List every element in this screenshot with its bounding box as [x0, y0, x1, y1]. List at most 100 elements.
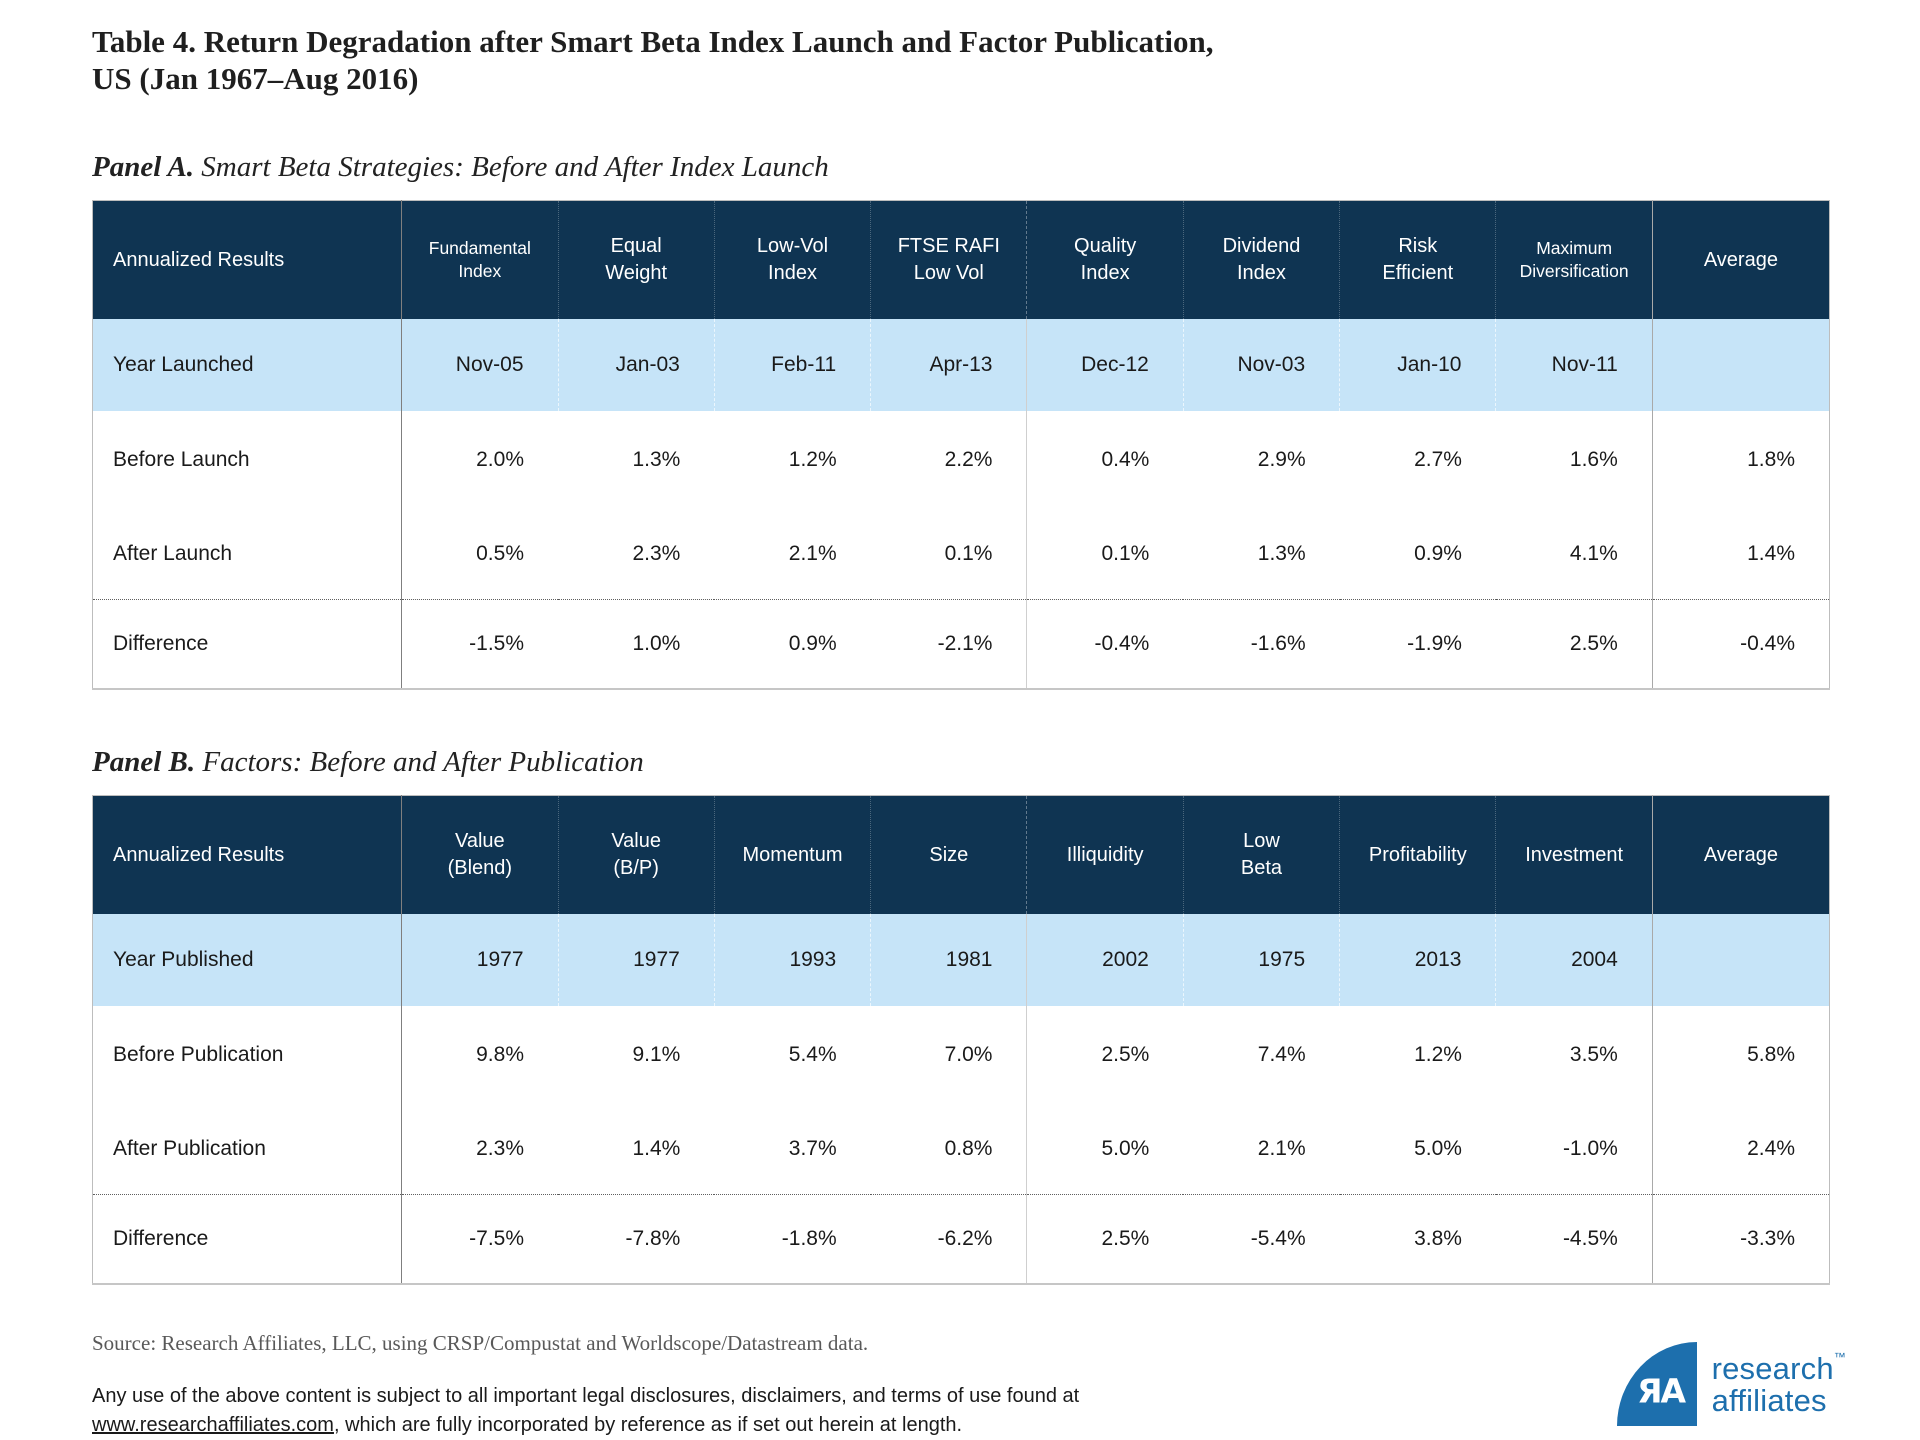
value-cell: -1.9%: [1339, 599, 1496, 690]
column-header: Equal Weight: [557, 200, 715, 320]
value-cell: -0.4%: [1651, 599, 1830, 690]
value-cell: 3.7%: [788, 1137, 837, 1161]
legal-text-before: Any use of the above content is subject …: [92, 1385, 1080, 1408]
value-cell: 2.4%: [1651, 1104, 1830, 1195]
value-cell: 0.1%: [944, 542, 993, 566]
column-header: Annualized Results: [92, 200, 402, 320]
panel-a-table: Annualized Results Fundamental Index Equal…: [92, 200, 1830, 691]
column-header: Risk Efficient: [1339, 200, 1496, 320]
value-cell: -2.1%: [870, 599, 1027, 690]
column-header: Average: [1651, 200, 1830, 320]
panel-b-heading: Panel B. Factors: Before and After Publi…: [92, 746, 1830, 779]
value-cell: 5.0%: [1414, 1137, 1462, 1161]
value-cell: 1993: [713, 914, 871, 1007]
column-header: Value (B/P): [557, 795, 715, 915]
legal-disclaimer: Any use of the above content is subject …: [92, 1382, 1222, 1439]
table-row: After Publication 2.3% 1.4% 3.7% 0.8% 5.0% 2.1…: [93, 1104, 1830, 1195]
value-cell: 1977: [401, 914, 558, 1007]
value-cell: -4.5%: [1495, 1194, 1653, 1285]
value-cell: -7.8%: [558, 1194, 715, 1285]
row-label-cell: After Launch: [113, 542, 233, 566]
column-header: Size: [870, 795, 1027, 915]
logo-word-affiliates: affiliates: [1711, 1383, 1827, 1418]
value-cell: -1.6%: [1183, 599, 1340, 690]
column-header: Investment: [1495, 795, 1653, 915]
column-header: FTSE RAFI Low Vol: [870, 200, 1027, 320]
value-cell: 5.0%: [1026, 1104, 1184, 1195]
value-cell: Jan-03: [557, 319, 715, 412]
value-cell: 7.4%: [1257, 1043, 1306, 1067]
row-label-cell: Before Publication: [113, 1043, 284, 1067]
table-row: Difference -1.5% 1.0% 0.9% -2.1% -0.4% -1.6% -1…: [92, 599, 1830, 690]
row-label-cell: Year Launched: [92, 319, 402, 412]
value-cell: -1.5%: [401, 599, 558, 690]
value-cell: 1975: [1182, 914, 1340, 1007]
value-cell: 0.8%: [944, 1137, 993, 1161]
value-cell: -0.4%: [1026, 599, 1184, 690]
value-cell: 2.5%: [1026, 1006, 1184, 1105]
column-header: Momentum: [713, 795, 871, 915]
value-cell: 0.4%: [1026, 411, 1184, 510]
value-cell: 1.2%: [1414, 1043, 1462, 1067]
row-label-cell: Before Launch: [113, 448, 250, 472]
value-cell: Nov-03: [1182, 319, 1340, 412]
value-cell: 1.2%: [788, 448, 837, 472]
research-affiliates-logo: ЯA research™ affiliates: [1616, 1342, 1846, 1426]
value-cell: 1.6%: [1569, 448, 1618, 472]
value-cell: 1.3%: [1257, 542, 1306, 566]
value-cell: -1.8%: [714, 1194, 871, 1285]
value-cell: 5.8%: [1651, 1006, 1830, 1105]
value-cell: 1.4%: [1651, 509, 1830, 600]
table-row: Before Publication 9.8% 9.1% 5.4% 7.0% 2.5% 7.…: [93, 1006, 1830, 1105]
legal-text-after: , which are fully incorporated by refere…: [333, 1413, 963, 1436]
value-cell: 2.2%: [944, 448, 993, 472]
value-cell: 9.1%: [632, 1043, 681, 1067]
value-cell: 1.3%: [632, 448, 681, 472]
column-header: Average: [1651, 795, 1830, 915]
value-cell: 2.7%: [1414, 448, 1462, 472]
column-header: Quality Index: [1026, 200, 1184, 320]
value-cell: Nov-05: [401, 319, 558, 412]
source-note: Source: Research Affiliates, LLC, using …: [92, 1331, 869, 1356]
value-cell: 1977: [557, 914, 715, 1007]
value-cell: 2.0%: [401, 411, 558, 510]
value-cell: 0.9%: [714, 599, 871, 690]
value-cell: Apr-13: [870, 319, 1027, 412]
value-cell: 0.5%: [401, 509, 558, 600]
value-cell: 1981: [870, 914, 1027, 1007]
table-row: Year Published 1977 1977 1993 1981 2002 1975 20…: [92, 914, 1830, 1007]
value-cell: Dec-12: [1026, 319, 1184, 412]
panel-b-table: Annualized Results Value (Blend) Value (B/…: [92, 795, 1830, 1286]
ra-quarter-circle-icon: ЯA: [1616, 1342, 1697, 1426]
panel-a-label: Panel A.: [92, 151, 195, 184]
value-cell: 4.1%: [1569, 542, 1618, 566]
column-header: Dividend Index: [1182, 200, 1340, 320]
column-header: Maximum Diversification: [1495, 200, 1653, 320]
column-header: Low-Vol Index: [713, 200, 871, 320]
value-cell: 1.0%: [558, 599, 715, 690]
trademark-symbol: ™: [1833, 1350, 1846, 1365]
panel-a-heading: Panel A. Smart Beta Strategies: Before a…: [92, 151, 1830, 184]
value-cell: 2.5%: [1026, 1194, 1184, 1285]
value-cell: 7.0%: [944, 1043, 993, 1067]
value-cell: 1.4%: [632, 1137, 681, 1161]
value-cell: [1651, 319, 1830, 412]
value-cell: 2004: [1495, 914, 1653, 1007]
value-cell: 2.3%: [632, 542, 681, 566]
value-cell: 2013: [1339, 914, 1496, 1007]
value-cell: 9.8%: [401, 1006, 558, 1105]
panel-b-subtitle: Factors: Before and After Publication: [202, 746, 644, 779]
row-label-cell: Year Published: [92, 914, 402, 1007]
researchaffiliates-link[interactable]: www.researchaffiliates.com: [92, 1413, 334, 1436]
value-cell: 2.1%: [788, 542, 837, 566]
column-header: Fundamental Index: [401, 200, 558, 320]
value-cell: 3.5%: [1569, 1043, 1618, 1067]
value-cell: -3.3%: [1651, 1194, 1830, 1285]
panel-a-subtitle: Smart Beta Strategies: Before and After …: [201, 151, 829, 184]
column-header: Low Beta: [1182, 795, 1340, 915]
column-header: Illiquidity: [1026, 795, 1184, 915]
row-label-cell: After Publication: [113, 1137, 266, 1161]
value-cell: 1.8%: [1651, 411, 1830, 510]
table-row: Before Launch 2.0% 1.3% 1.2% 2.2% 0.4% 2.9% 2.7…: [93, 411, 1830, 510]
